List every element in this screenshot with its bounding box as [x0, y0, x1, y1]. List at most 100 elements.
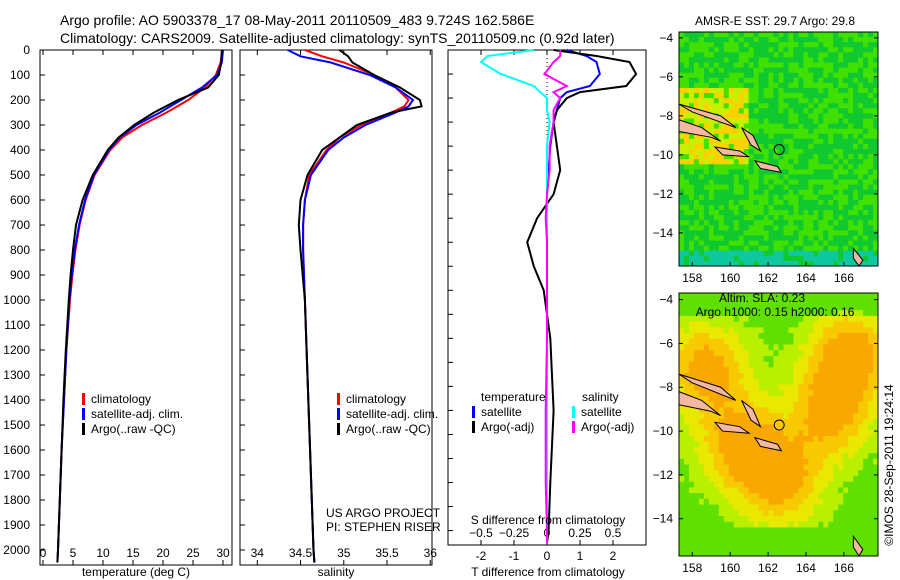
map-cell: [788, 378, 794, 385]
map-cell: [848, 149, 854, 155]
map-cell: [763, 113, 770, 119]
map-cell: [818, 401, 824, 408]
map-cell: [743, 57, 750, 64]
map-cell: [848, 159, 854, 165]
map-cell: [873, 159, 879, 165]
map-cell: [798, 143, 804, 150]
map-cell: [763, 350, 770, 357]
map-cell: [768, 407, 775, 414]
map-cell: [853, 123, 859, 130]
map-cell: [708, 159, 715, 165]
map-cell: [808, 128, 814, 135]
map-cell: [708, 424, 715, 431]
map-cell: [803, 240, 809, 247]
map-cell: [813, 210, 819, 216]
map-cell: [743, 72, 750, 79]
map-cell: [863, 321, 869, 328]
map-cell: [848, 230, 854, 236]
map-cell: [733, 538, 740, 546]
map-cell: [793, 103, 799, 109]
map-cell: [738, 487, 745, 494]
map-cell: [813, 321, 819, 328]
map-cell: [743, 189, 750, 196]
map-cell: [838, 245, 844, 252]
map-cell: [843, 118, 849, 125]
map-cell: [838, 504, 844, 511]
map-cell: [863, 538, 869, 546]
map-cell: [848, 470, 854, 477]
map-cell: [778, 355, 784, 363]
s-diff-tick-label: 0.25: [568, 526, 592, 540]
map-cell: [848, 533, 854, 540]
s-diff-tick-label: −0.25: [499, 526, 530, 540]
depth-tick-label: 1500: [3, 418, 30, 432]
map-cell: [683, 550, 690, 557]
map-cell: [733, 210, 740, 216]
map-cell: [713, 504, 720, 511]
map-cell: [813, 133, 819, 140]
argo-float-marker: [773, 143, 785, 155]
depth-tick-label: 100: [10, 68, 30, 82]
map-cell: [763, 298, 770, 305]
map-cell: [798, 250, 804, 257]
map-cell: [743, 367, 750, 374]
map-cell: [793, 194, 799, 201]
map-cell: [713, 333, 720, 340]
map-cell: [768, 82, 775, 89]
map-cell: [743, 418, 750, 425]
map-cell: [698, 333, 705, 340]
map-cell: [758, 108, 765, 114]
map-cell: [773, 174, 779, 181]
map-cell: [748, 169, 755, 175]
map-cell: [863, 441, 869, 448]
map-cell: [828, 458, 834, 466]
map-cell: [738, 527, 745, 534]
lat-tick-label: −6: [659, 336, 673, 350]
map-cell: [718, 413, 725, 420]
map-cell: [823, 407, 829, 414]
map-cell: [828, 475, 834, 483]
map-cell: [728, 401, 735, 408]
map-cell: [733, 493, 740, 500]
map-cell: [708, 481, 715, 488]
map-cell: [708, 315, 715, 323]
map-cell: [723, 230, 730, 236]
map-cell: [733, 133, 740, 140]
map-cell: [743, 250, 750, 257]
map-cell: [708, 390, 715, 397]
map-cell: [738, 533, 745, 540]
map-cell: [748, 453, 755, 460]
map-cell: [718, 435, 725, 443]
map-cell: [748, 164, 755, 170]
map-cell: [783, 510, 789, 517]
map-cell: [753, 215, 760, 221]
map-cell: [743, 225, 750, 231]
map-cell: [698, 355, 705, 363]
map-cell: [758, 338, 765, 345]
map-cell: [743, 493, 750, 500]
island-coastline: [753, 436, 783, 452]
map-cell: [728, 498, 735, 506]
map-cell: [683, 504, 690, 511]
map-cell: [873, 260, 879, 267]
map-cell: [843, 260, 849, 267]
map-cell: [738, 143, 745, 150]
map-cell: [853, 67, 859, 74]
map-cell: [688, 42, 695, 48]
map-cell: [788, 133, 794, 140]
map-cell: [848, 344, 854, 351]
map-cell: [679, 355, 685, 363]
map-cell: [723, 189, 730, 196]
map-cell: [703, 390, 710, 397]
map-cell: [773, 407, 779, 414]
map-cell: [838, 390, 844, 397]
map-cell: [718, 103, 725, 109]
map-cell: [748, 310, 755, 317]
map-cell: [873, 118, 879, 125]
map-cell: [758, 498, 765, 506]
map-cell: [833, 504, 839, 511]
map-cell: [748, 149, 755, 155]
map-cell: [853, 260, 859, 267]
map-cell: [718, 350, 725, 357]
map-cell: [679, 52, 685, 58]
